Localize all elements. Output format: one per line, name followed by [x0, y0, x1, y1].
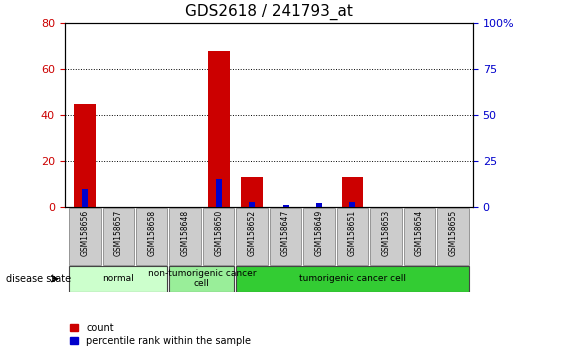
Bar: [241, 177, 263, 207]
FancyBboxPatch shape: [69, 208, 101, 265]
FancyBboxPatch shape: [169, 208, 201, 265]
Text: non-tumorigenic cancer
cell: non-tumorigenic cancer cell: [148, 269, 256, 289]
FancyBboxPatch shape: [102, 208, 134, 265]
Text: GSM158653: GSM158653: [381, 210, 390, 256]
Title: GDS2618 / 241793_at: GDS2618 / 241793_at: [185, 4, 353, 20]
Legend: count, percentile rank within the sample: count, percentile rank within the sample: [70, 323, 251, 346]
Text: GSM158655: GSM158655: [448, 210, 457, 256]
FancyBboxPatch shape: [337, 208, 368, 265]
FancyBboxPatch shape: [303, 208, 335, 265]
Text: tumorigenic cancer cell: tumorigenic cancer cell: [299, 274, 406, 283]
Text: GSM158649: GSM158649: [315, 210, 324, 256]
Text: GSM158656: GSM158656: [81, 210, 90, 256]
Text: GSM158657: GSM158657: [114, 210, 123, 256]
Bar: [283, 205, 289, 207]
Bar: [82, 189, 88, 207]
Bar: [316, 204, 322, 207]
Text: GSM158650: GSM158650: [214, 210, 223, 256]
Bar: [208, 51, 230, 207]
FancyBboxPatch shape: [236, 208, 268, 265]
Bar: [249, 201, 255, 207]
FancyBboxPatch shape: [236, 266, 468, 292]
Text: GSM158647: GSM158647: [281, 210, 290, 256]
FancyBboxPatch shape: [370, 208, 401, 265]
Bar: [350, 201, 355, 207]
FancyBboxPatch shape: [69, 266, 167, 292]
FancyBboxPatch shape: [136, 208, 167, 265]
Text: disease state: disease state: [6, 274, 71, 284]
Text: GSM158654: GSM158654: [415, 210, 424, 256]
Text: GSM158651: GSM158651: [348, 210, 357, 256]
FancyBboxPatch shape: [169, 266, 234, 292]
Bar: [342, 177, 363, 207]
Text: GSM158652: GSM158652: [248, 210, 257, 256]
FancyBboxPatch shape: [270, 208, 301, 265]
Text: GSM158658: GSM158658: [148, 210, 157, 256]
FancyBboxPatch shape: [404, 208, 435, 265]
FancyBboxPatch shape: [203, 208, 234, 265]
Bar: [216, 179, 222, 207]
FancyBboxPatch shape: [437, 208, 468, 265]
Text: normal: normal: [102, 274, 134, 283]
Bar: [74, 104, 96, 207]
Text: GSM158648: GSM158648: [181, 210, 190, 256]
